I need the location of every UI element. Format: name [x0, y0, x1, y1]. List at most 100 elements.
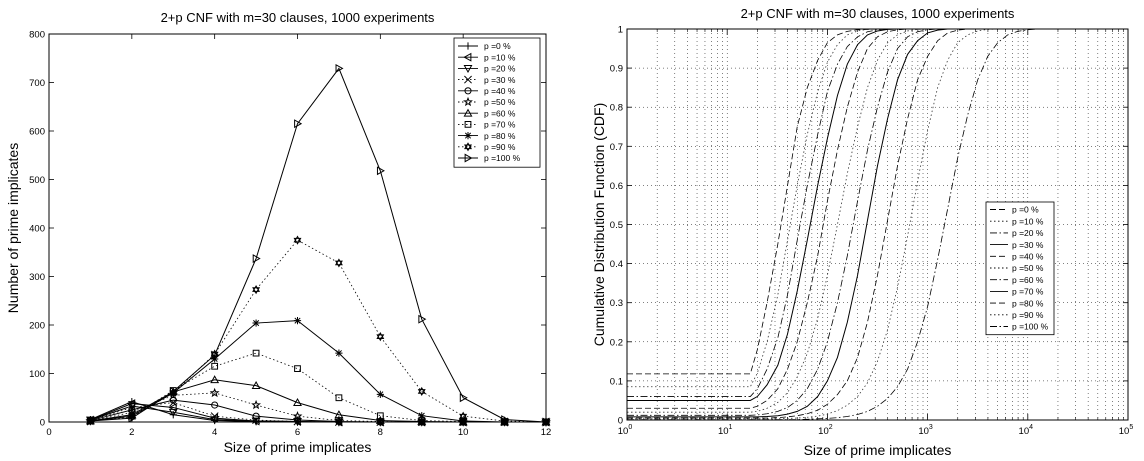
legend-label: p =40 %: [1012, 252, 1044, 262]
x-tick-base: 10: [618, 426, 629, 437]
data-point: [417, 416, 427, 425]
data-point: [418, 412, 426, 420]
y-tick-label: 0.7: [610, 142, 623, 153]
data-point: [293, 317, 302, 325]
x-tick-base: 10: [1119, 426, 1130, 437]
legend-marker: [464, 75, 472, 84]
data-point: [459, 411, 468, 421]
legend-marker: [464, 153, 473, 163]
legend-label: p =70 %: [1012, 287, 1044, 297]
y-tick-label: 1: [618, 25, 623, 36]
data-point: [211, 401, 219, 409]
data-point: [459, 393, 468, 403]
series-line: [90, 320, 546, 423]
legend-label: p =10 %: [484, 52, 516, 62]
data-point: [252, 412, 260, 420]
x-tick-label: 105: [1119, 424, 1134, 437]
y-axis-label: Number of prime implicates: [5, 143, 21, 313]
x-tick-label: 12: [541, 427, 552, 438]
data-point: [211, 355, 219, 363]
x-tick-exponent: 1: [729, 424, 733, 431]
data-point: [210, 349, 219, 359]
y-tick-label: 0.6: [610, 181, 623, 192]
legend-label: p =100 %: [1012, 322, 1049, 332]
data-point: [293, 235, 302, 245]
legend-label: p =60 %: [1012, 275, 1044, 285]
data-point: [292, 411, 303, 421]
legend-marker: [464, 42, 472, 50]
legend-label: p =40 %: [484, 86, 516, 96]
data-point: [211, 362, 219, 370]
y-tick-label: 0.4: [610, 259, 623, 270]
y-tick-label: 0.9: [610, 64, 623, 75]
x-axis-label: Size of prime implicates: [804, 442, 952, 458]
data-point: [376, 166, 385, 176]
legend-marker: [463, 65, 473, 74]
legend-marker: [464, 121, 472, 128]
chart-title: 2+p CNF with m=30 clauses, 1000 experime…: [741, 6, 1015, 21]
data-point: [293, 416, 302, 424]
y-tick-label: 0.1: [610, 376, 623, 387]
y-tick-label: 500: [29, 175, 45, 186]
legend-label: p =100 %: [484, 153, 521, 163]
x-tick-label: 6: [295, 427, 300, 438]
x-tick-exponent: 3: [929, 424, 933, 431]
x-axis-label: Size of prime implicates: [224, 439, 372, 455]
data-point: [294, 365, 301, 373]
data-point: [334, 258, 343, 268]
y-tick-label: 0.3: [610, 298, 623, 309]
x-tick-label: 8: [378, 427, 383, 438]
y-tick-label: 0.2: [610, 337, 623, 348]
x-tick-exponent: 2: [829, 424, 833, 431]
legend-label: p =20 %: [484, 64, 516, 74]
data-point: [459, 417, 467, 425]
legend-marker: [463, 96, 473, 107]
x-tick-label: 4: [212, 427, 217, 438]
legend-label: p =90 %: [1012, 310, 1044, 320]
data-point: [417, 386, 426, 397]
data-point: [210, 375, 220, 384]
data-point: [252, 254, 261, 264]
x-tick-label: 0: [46, 427, 51, 438]
data-point: [87, 416, 96, 426]
legend-label: p =10 %: [1012, 216, 1044, 226]
y-tick-label: 700: [29, 78, 45, 89]
legend-label: p =30 %: [1012, 240, 1044, 250]
legend-marker: [464, 87, 472, 95]
left-chart: 0 2 4 6 8 10 12 0 100 200 300 400 500 600 700 800 p =0 %…: [5, 10, 551, 455]
y-tick-label: 400: [29, 224, 45, 235]
data-point: [211, 350, 220, 360]
x-tick-label: 100: [618, 424, 633, 437]
x-tick-label: 103: [918, 424, 933, 437]
data-point: [293, 397, 302, 406]
data-point: [209, 387, 220, 398]
data-point: [251, 380, 261, 390]
axes-box: [626, 28, 1129, 421]
y-tick-label: 0.5: [610, 220, 623, 231]
data-point: [376, 332, 385, 342]
legend-label: p =30 %: [484, 75, 516, 85]
data-point: [335, 63, 344, 73]
legend-label: p =50 %: [1012, 263, 1044, 273]
data-point: [335, 349, 343, 357]
x-tick-base: 10: [818, 426, 829, 437]
x-tick-label: 101: [718, 424, 733, 437]
x-tick-label: 102: [818, 424, 833, 437]
data-point: [128, 413, 137, 423]
x-tick-exponent: 5: [1129, 424, 1133, 431]
data-point: [251, 399, 261, 410]
legend-marker: [464, 132, 472, 140]
legend-label: p =70 %: [484, 120, 516, 130]
data-point: [210, 412, 219, 421]
series-line-2: [627, 28, 1128, 397]
data-point: [252, 284, 261, 295]
y-tick-label: 600: [29, 127, 45, 138]
data-point: [252, 349, 260, 357]
legend-label: p =90 %: [484, 142, 516, 152]
y-tick-label: 800: [29, 30, 45, 41]
y-tick-label: 0: [618, 416, 623, 427]
y-tick-label: 100: [29, 369, 45, 380]
y-tick-label: 0.8: [610, 103, 623, 114]
legend-box: [985, 201, 1055, 336]
